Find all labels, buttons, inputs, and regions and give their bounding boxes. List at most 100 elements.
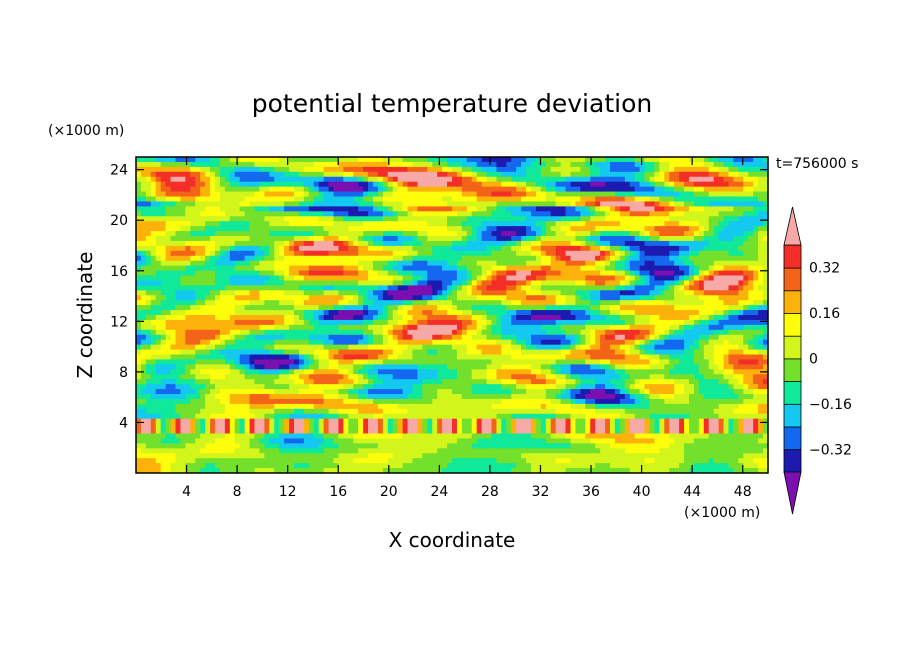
field-cell [200, 394, 206, 400]
field-cell [303, 260, 310, 267]
field-cell [219, 334, 226, 341]
field-cell [481, 186, 488, 193]
field-cell [422, 463, 428, 469]
field-cell [210, 245, 216, 252]
field-cell [254, 275, 261, 282]
field-cell [407, 250, 414, 257]
field-cell [284, 206, 290, 212]
field-cell [323, 413, 330, 420]
field-cell [466, 413, 473, 420]
field-cell [239, 310, 246, 316]
field-cell [412, 394, 419, 400]
field-cell [323, 236, 330, 242]
field-cell [145, 453, 152, 459]
field-cell [486, 428, 493, 435]
field-cell [501, 166, 507, 173]
field-cell [348, 463, 354, 469]
field-cell [496, 458, 502, 464]
field-cell [353, 379, 359, 385]
field-cell [205, 250, 211, 257]
field-cell [323, 418, 330, 425]
field-cell [210, 438, 216, 444]
field-cell [205, 438, 211, 444]
field-cell [224, 458, 231, 464]
field-cell [328, 418, 335, 425]
field-cell [145, 423, 152, 430]
field-cell [358, 394, 364, 400]
field-cell [412, 458, 419, 464]
field-cell [476, 196, 483, 203]
field-cell [323, 339, 330, 346]
field-cell [195, 226, 201, 232]
field-cell [190, 226, 196, 232]
field-cell [150, 448, 157, 454]
field-cell [215, 389, 221, 395]
field-cell [476, 176, 483, 183]
field-cell [254, 468, 261, 473]
field-cell [279, 413, 285, 420]
field-cell [195, 438, 201, 444]
field-cell [145, 186, 152, 193]
field-cell [259, 374, 265, 380]
field-cell [298, 181, 305, 188]
field-cell [249, 428, 256, 435]
field-cell [205, 453, 211, 459]
field-cell [343, 255, 349, 262]
field-cell [486, 270, 493, 277]
field-cell [412, 181, 419, 188]
field-cell [175, 171, 182, 178]
field-cell [289, 181, 295, 188]
field-cell [377, 408, 384, 415]
field-cell [437, 413, 443, 420]
field-cell [501, 280, 507, 286]
field-cell [294, 364, 300, 370]
field-cell [447, 300, 453, 306]
field-cell [442, 374, 448, 380]
field-cell [427, 231, 433, 237]
field-cell [486, 369, 493, 375]
field-cell [353, 394, 359, 400]
field-cell [402, 176, 409, 183]
field-cell [303, 176, 310, 183]
field-cell [456, 260, 463, 267]
field-cell [294, 201, 300, 207]
field-cell [210, 379, 216, 385]
field-cell [170, 216, 177, 222]
field-cell [318, 270, 325, 277]
field-cell [363, 186, 369, 193]
field-cell [363, 334, 369, 341]
field-cell [412, 408, 419, 415]
field-cell [461, 319, 468, 326]
field-cell [205, 403, 211, 410]
field-cell [456, 438, 463, 444]
field-cell [427, 221, 433, 227]
field-cell [368, 157, 374, 163]
field-cell [333, 191, 340, 198]
field-cell [506, 408, 512, 415]
field-cell [239, 438, 246, 444]
field-cell [274, 364, 280, 370]
field-cell [461, 250, 468, 257]
field-cell [452, 226, 458, 232]
field-cell [136, 176, 142, 183]
field-cell [308, 359, 315, 365]
field-cell [496, 364, 502, 370]
field-cell [516, 236, 522, 242]
field-cell [343, 285, 349, 291]
field-cell [160, 265, 167, 272]
field-cell [476, 468, 483, 473]
field-cell [239, 354, 246, 361]
field-cell [160, 216, 167, 222]
field-cell [491, 443, 498, 449]
field-cell [442, 423, 448, 430]
field-cell [170, 157, 177, 163]
field-cell [185, 319, 191, 326]
field-cell [180, 448, 186, 454]
field-cell [501, 186, 507, 193]
field-cell [200, 305, 206, 311]
field-cell [358, 236, 364, 242]
field-cell [422, 344, 428, 351]
field-cell [269, 221, 275, 227]
field-cell [165, 339, 172, 346]
field-cell [180, 186, 186, 193]
